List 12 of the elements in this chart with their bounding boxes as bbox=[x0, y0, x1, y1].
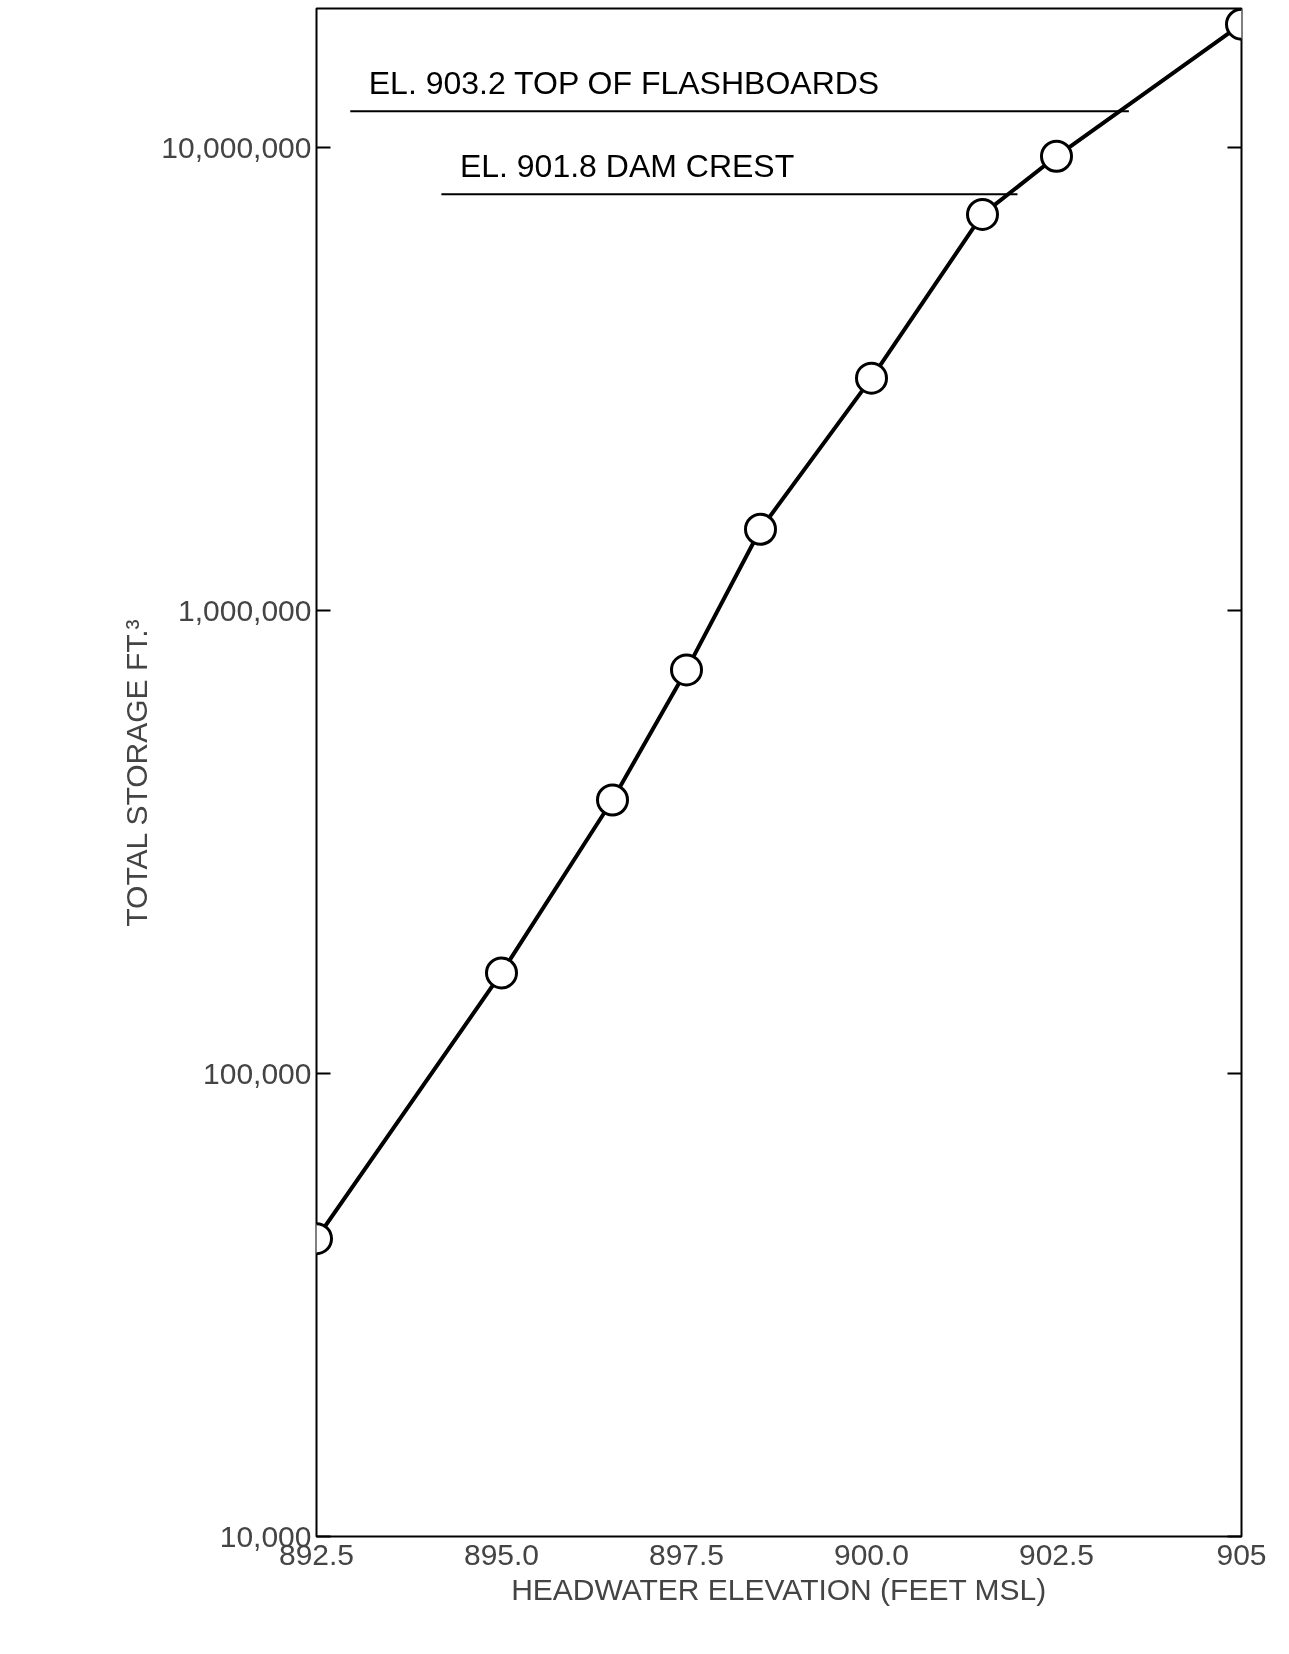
ref-line-label: EL. 901.8 DAM CREST bbox=[459, 148, 795, 185]
x-tick-label: 900.0 bbox=[833, 1537, 910, 1571]
x-tick-label: 897.5 bbox=[648, 1537, 725, 1571]
x-axis-title: HEADWATER ELEVATION (FEET MSL) bbox=[511, 1572, 1047, 1606]
x-tick-label: 905 bbox=[1216, 1537, 1267, 1571]
y-tick-label: 100,000 bbox=[203, 1056, 312, 1090]
y-axis-title: TOTAL STORAGE FT.³ bbox=[120, 619, 154, 927]
x-tick-label: 902.5 bbox=[1018, 1537, 1095, 1571]
ref-line-label: EL. 903.2 TOP OF FLASHBOARDS bbox=[368, 65, 880, 102]
x-tick-label: 895.0 bbox=[463, 1537, 540, 1571]
y-tick-label: 1,000,000 bbox=[178, 593, 312, 627]
y-tick-label: 10,000,000 bbox=[161, 130, 312, 164]
